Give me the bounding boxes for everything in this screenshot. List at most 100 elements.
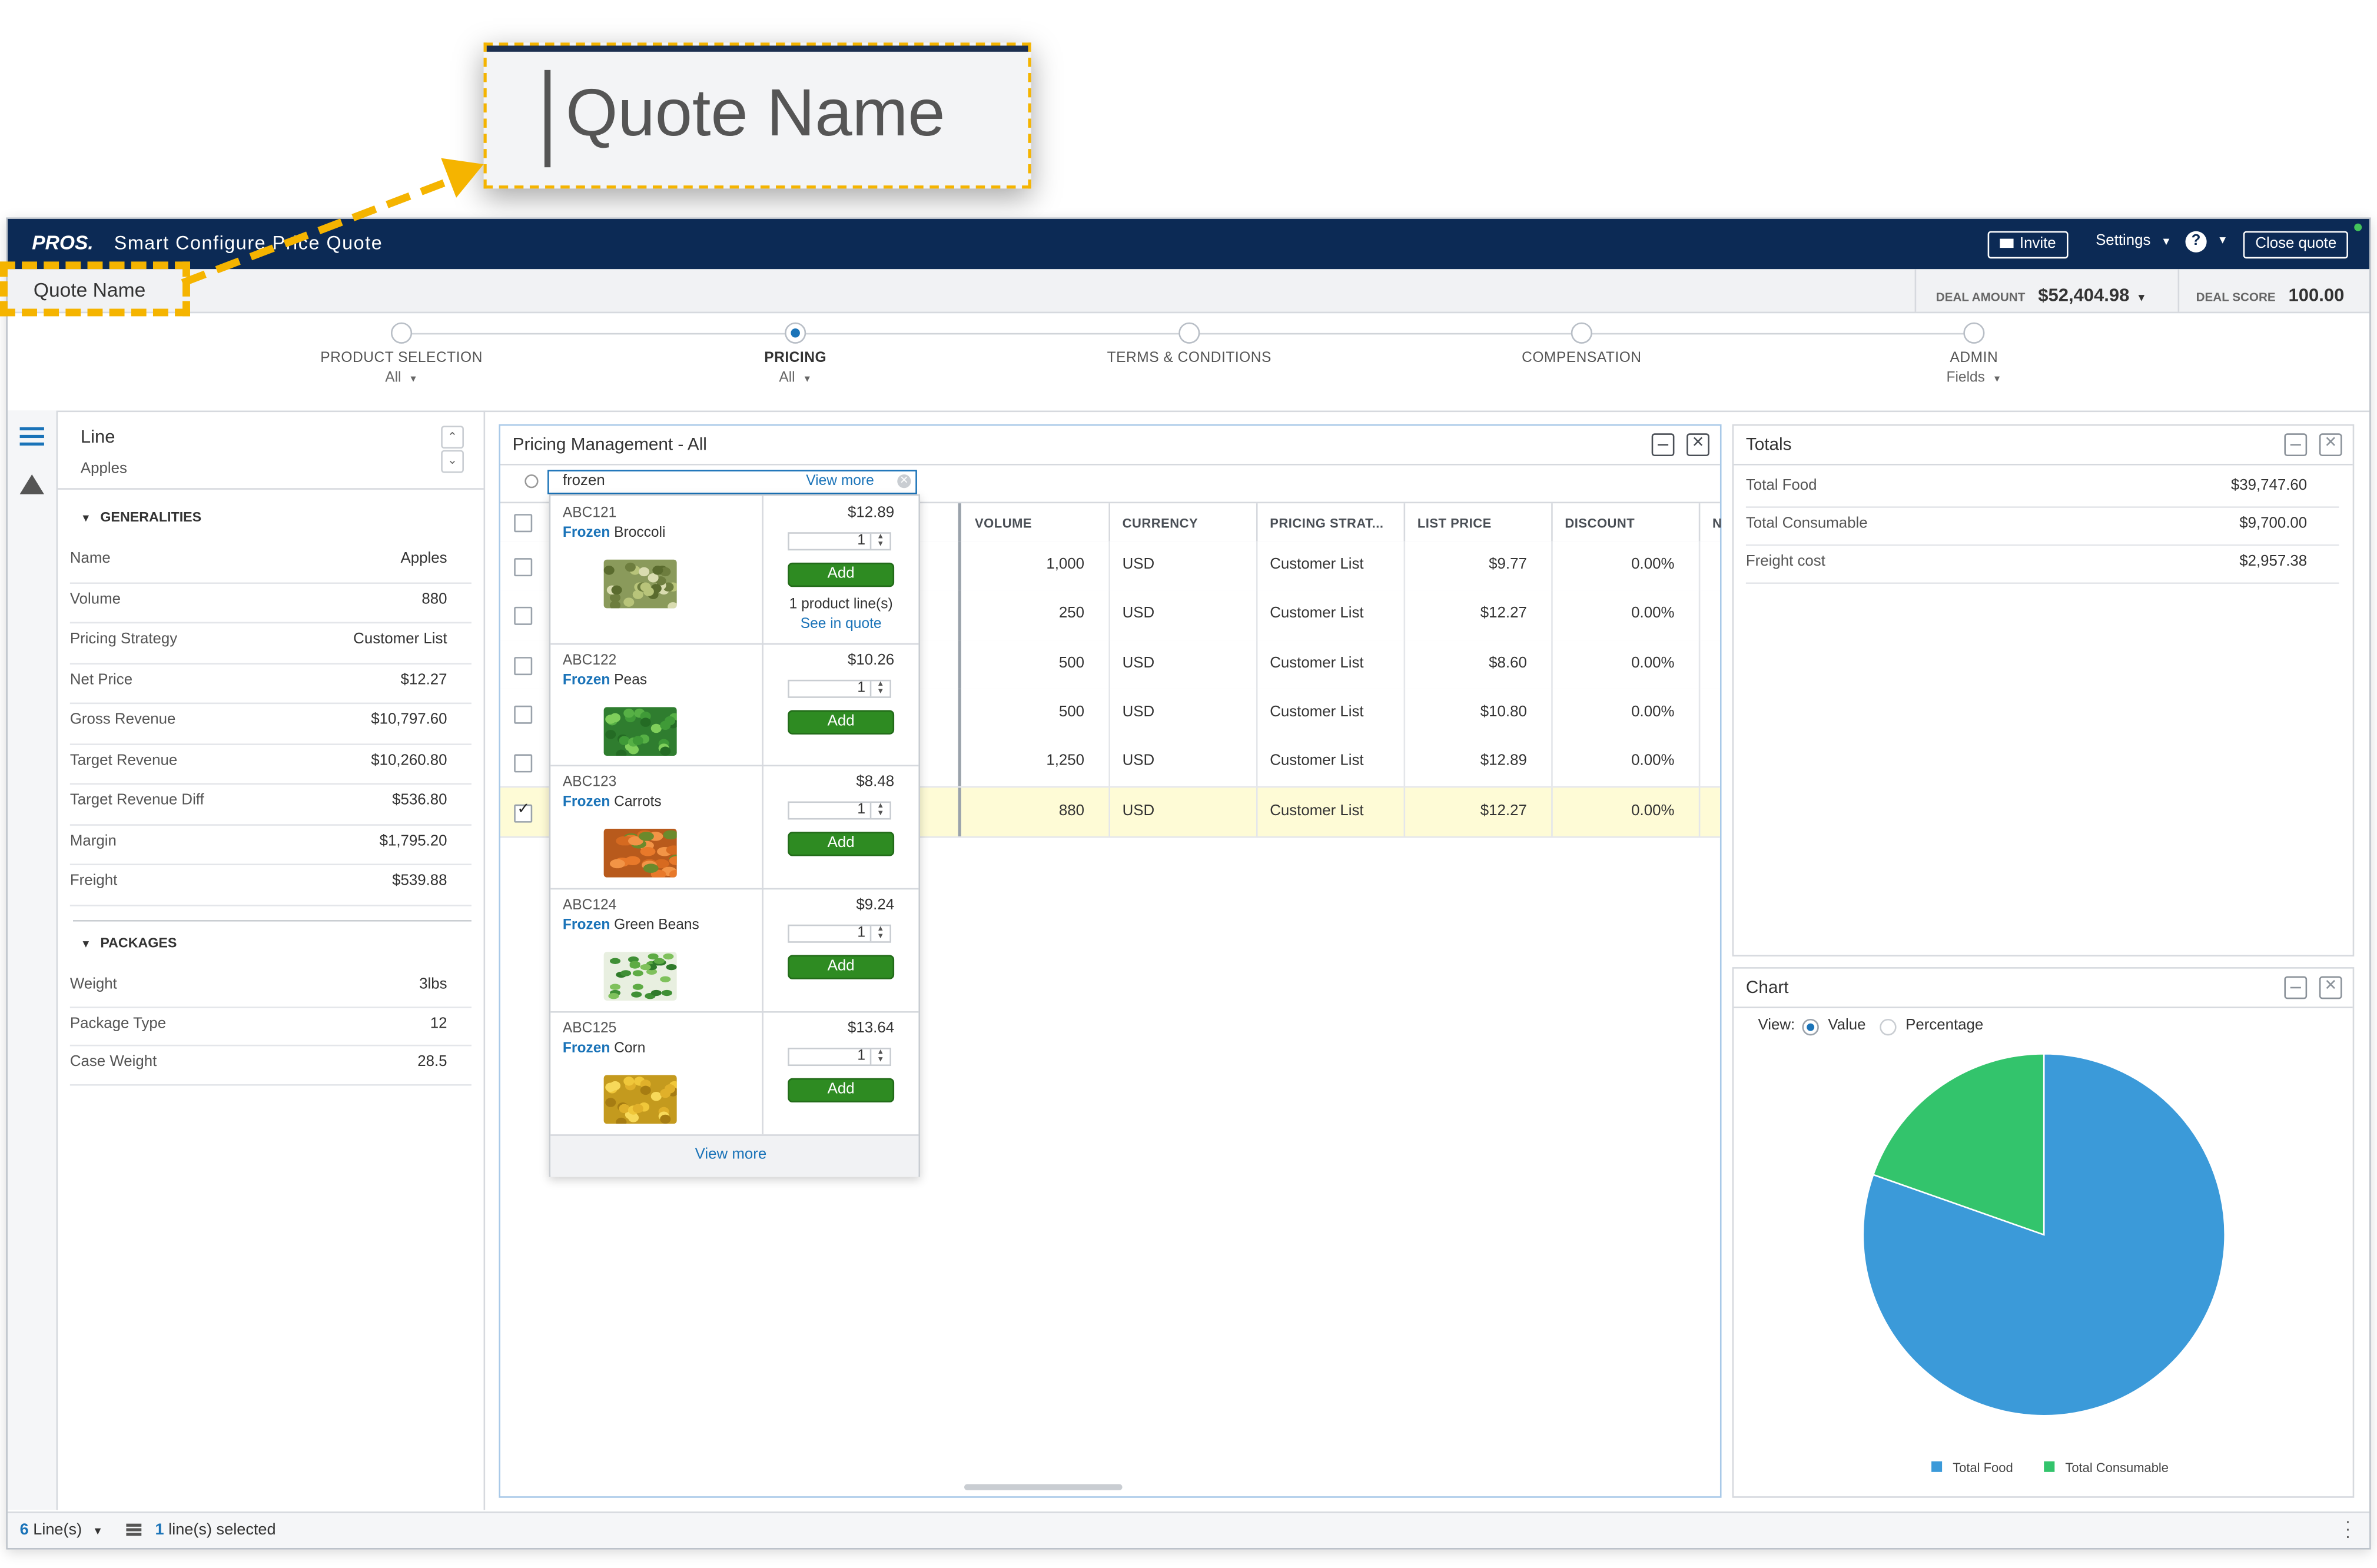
column-header[interactable]: N [1712, 515, 1722, 531]
step-indicator[interactable] [1571, 322, 1592, 344]
deal-amount-divider [1914, 269, 1917, 312]
selection-menu-icon[interactable] [126, 1523, 142, 1536]
select-all-checkbox[interactable] [514, 514, 533, 533]
cell-strategy: Customer List [1270, 606, 1364, 623]
warning-icon[interactable] [19, 474, 44, 494]
stepper-arrows-icon[interactable]: ▲ ▼ [869, 925, 890, 942]
add-button[interactable]: Add [788, 562, 895, 587]
lines-count[interactable]: 6 Line(s) ▼ [19, 1520, 103, 1539]
texture-dot [643, 863, 659, 873]
settings-menu[interactable]: Settings ▼ [2096, 232, 2172, 250]
packages-header[interactable]: ▼ PACKAGES [80, 935, 177, 951]
expand-icon[interactable]: ✕ [2319, 976, 2342, 999]
step-indicator[interactable] [1178, 322, 1200, 344]
help-icon[interactable]: ? [2185, 231, 2207, 253]
cell-currency: USD [1122, 753, 1155, 770]
cell-strategy: Customer List [1270, 753, 1364, 770]
step-filter-dropdown[interactable]: Fields ▼ [1807, 370, 2141, 386]
add-button[interactable]: Add [788, 710, 895, 735]
clear-search-icon[interactable]: ✕ [897, 474, 911, 489]
quantity-stepper[interactable]: 1 ▲ ▼ [788, 679, 891, 698]
scroll-down-button[interactable]: ⌄ [441, 450, 464, 473]
expand-icon[interactable]: ✕ [1687, 433, 1709, 457]
close-quote-button[interactable]: Close quote [2243, 231, 2349, 259]
step-filter-dropdown[interactable]: All ▼ [234, 370, 569, 386]
step-label[interactable]: ADMIN [1950, 350, 1998, 367]
stepper-arrows-icon[interactable]: ▲ ▼ [869, 802, 890, 818]
add-button[interactable]: Add [788, 955, 895, 979]
totals-value: $9,700.00 [2239, 515, 2308, 533]
step-label[interactable]: PRICING [764, 350, 827, 367]
column-divider [1256, 541, 1258, 591]
generalities-header[interactable]: ▼ GENERALITIES [80, 509, 202, 525]
column-header[interactable]: PRICING STRAT... [1270, 515, 1384, 531]
pie-slice-total-consumable[interactable] [1872, 1053, 2045, 1236]
stepper-arrows-icon[interactable]: ▲ ▼ [869, 680, 890, 697]
row-checkbox[interactable] [514, 558, 533, 577]
step-indicator[interactable] [1963, 322, 1985, 344]
column-divider [1256, 639, 1258, 689]
result-column-divider [762, 765, 763, 888]
footer-more-icon[interactable]: · · · [2345, 1513, 2351, 1547]
view-more-link[interactable]: View more [806, 473, 874, 490]
step-label[interactable]: COMPENSATION [1522, 350, 1642, 367]
horizontal-scrollbar[interactable] [964, 1484, 1123, 1490]
minimize-icon[interactable] [1651, 433, 1675, 457]
step-indicator[interactable] [390, 322, 413, 344]
scroll-up-button[interactable]: ⌃ [441, 426, 464, 449]
quantity-stepper[interactable]: 1 ▲ ▼ [788, 532, 891, 551]
chevron-down-icon: ▼ [2160, 237, 2172, 248]
quantity-stepper[interactable]: 1 ▲ ▼ [788, 924, 891, 943]
column-divider [1403, 689, 1406, 738]
column-header[interactable]: CURRENCY [1122, 515, 1199, 531]
expand-icon[interactable]: ✕ [2319, 433, 2342, 457]
texture-dot [610, 593, 621, 602]
step-indicator[interactable] [785, 322, 806, 344]
field-row: Weight 3lbs [69, 967, 472, 1008]
column-header[interactable]: DISCOUNT [1565, 515, 1635, 531]
cell-discount: 0.00% [1631, 556, 1675, 573]
status-footer: 6 Line(s) ▼ 1 line(s) selected · · · [7, 1511, 2370, 1549]
deal-amount[interactable]: DEAL AMOUNT $52,404.98 ▼ [1936, 284, 2147, 306]
column-header[interactable]: LIST PRICE [1417, 515, 1492, 531]
list-view-icon[interactable] [19, 426, 44, 447]
view-more-results-link[interactable]: View more [695, 1146, 767, 1164]
step-filter-dropdown[interactable]: All ▼ [628, 370, 962, 386]
minimize-icon[interactable] [2284, 976, 2308, 999]
see-in-quote-link[interactable]: See in quote [800, 616, 882, 633]
stepper-arrows-icon[interactable]: ▲ ▼ [869, 533, 890, 549]
legend-label[interactable]: Total Consumable [2065, 1460, 2169, 1475]
quote-name-field[interactable]: Quote Name [33, 278, 146, 301]
row-checkbox[interactable]: ✓ [514, 800, 533, 822]
quantity-stepper[interactable]: 1 ▲ ▼ [788, 1048, 891, 1067]
stepper-arrows-icon[interactable]: ▲ ▼ [869, 1048, 890, 1065]
quantity-stepper[interactable]: 1 ▲ ▼ [788, 801, 891, 820]
row-checkbox[interactable] [514, 754, 533, 773]
column-header[interactable]: VOLUME [975, 515, 1033, 531]
pie-slice-total-food[interactable] [1862, 1053, 2226, 1417]
search-input[interactable]: frozen View more ✕ [547, 470, 917, 494]
add-button[interactable]: Add [788, 832, 895, 856]
percentage-radio[interactable] [1880, 1018, 1897, 1036]
quantity-value: 1 [857, 532, 866, 549]
row-checkbox[interactable] [514, 656, 533, 675]
column-divider [1403, 541, 1406, 591]
texture-dot [610, 984, 621, 991]
help-chevron-down-icon[interactable]: ▼ [2217, 235, 2228, 247]
column-divider [1551, 590, 1553, 640]
minimize-icon[interactable] [2284, 433, 2308, 457]
pricing-panel-title: Pricing Management - All [512, 436, 707, 455]
invite-button[interactable]: Invite [1987, 231, 2069, 259]
row-checkbox[interactable] [514, 705, 533, 724]
add-button[interactable]: Add [788, 1078, 895, 1103]
value-radio[interactable] [1802, 1018, 1819, 1036]
row-checkbox[interactable] [514, 607, 533, 626]
result-column-divider [762, 1011, 763, 1135]
field-row: Pricing Strategy Customer List [69, 622, 472, 664]
step-label[interactable]: PRODUCT SELECTION [320, 350, 483, 367]
legend-label[interactable]: Total Food [1953, 1460, 2013, 1475]
step-label[interactable]: TERMS & CONDITIONS [1107, 350, 1272, 367]
frozen-column-divider [958, 503, 961, 542]
product-price: $9.24 [856, 897, 895, 914]
texture-dot [659, 976, 670, 983]
